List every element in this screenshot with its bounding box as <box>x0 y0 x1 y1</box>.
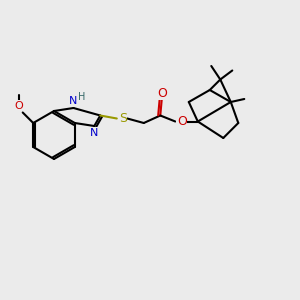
Text: H: H <box>78 92 85 102</box>
Text: O: O <box>15 101 23 111</box>
Text: S: S <box>119 112 127 125</box>
Text: N: N <box>90 128 98 138</box>
Text: N: N <box>69 96 78 106</box>
Text: O: O <box>157 86 167 100</box>
Text: O: O <box>177 115 187 128</box>
